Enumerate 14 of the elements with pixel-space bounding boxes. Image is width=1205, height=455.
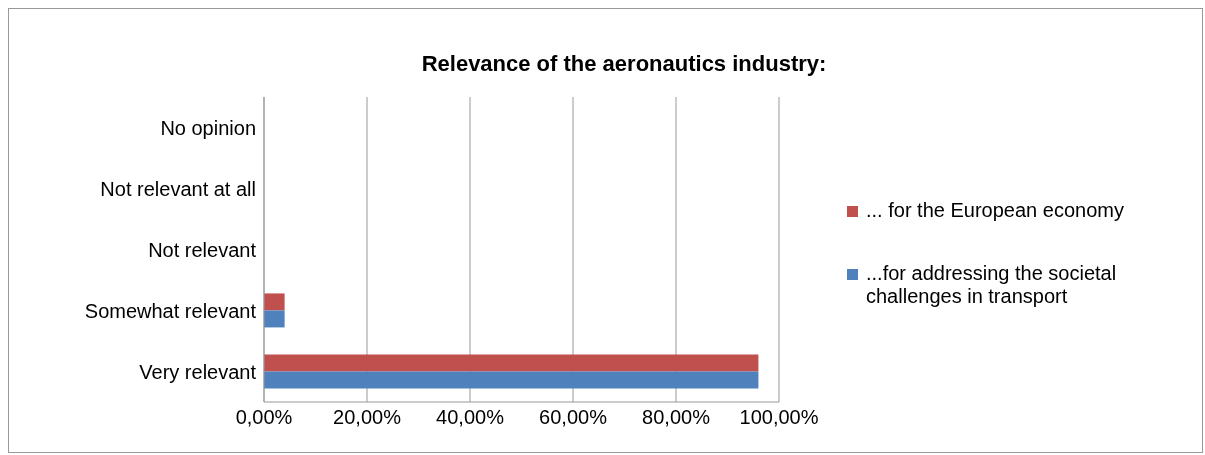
y-tick-label: No opinion [160,116,256,139]
legend-label: ...for addressing the societal challenges in transport [866,262,1118,308]
x-tick-label: 20,00% [333,406,402,429]
legend-label: ... for the European economy [866,199,1124,222]
x-tick-label: 80,00% [642,406,711,429]
x-tick-label: 100,00% [739,406,819,429]
y-tick-label: Very relevant [139,360,257,383]
x-tick-label: 40,00% [436,406,505,429]
y-tick-label: Somewhat relevant [84,299,257,322]
y-tick-label: Not relevant [148,238,257,261]
chart-title: Relevance of the aeronautics industry: [420,51,828,77]
x-tick-label: 0,00% [235,406,293,429]
x-tick-label: 60,00% [539,406,608,429]
y-tick-label: Not relevant at all [100,177,256,200]
